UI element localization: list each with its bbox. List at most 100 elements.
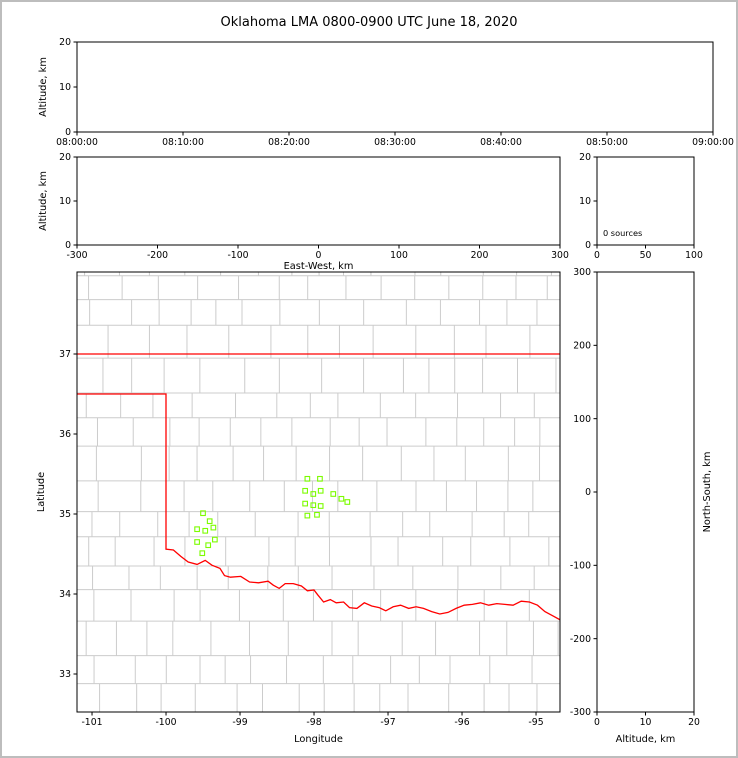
y-tick-label: 10 [59, 82, 71, 93]
ns_height-x-axis: 0 10 20 Altitude, km [594, 712, 700, 745]
y-tick-label: 20 [579, 152, 591, 163]
lma-source-point [310, 502, 317, 509]
y-tick-label: 37 [59, 349, 71, 360]
state-boundary-line [77, 393, 560, 621]
ns_height-x-axis-label: Altitude, km [616, 734, 676, 745]
y-tick-label: -100 [570, 561, 591, 572]
lma-source-point [302, 500, 308, 507]
lma-source-point [338, 495, 345, 502]
time_height-y-axis: 0 10 20 Altitude, km [38, 37, 77, 138]
lma-source-point [194, 526, 200, 533]
x-tick-label: 10 [640, 717, 652, 728]
lma-sources [194, 475, 351, 557]
x-tick-label: -100 [155, 717, 176, 728]
lma-source-point [202, 527, 209, 534]
lma-source-point [330, 491, 337, 497]
panel-plan_view: -101 -100 -99 -98 -97 -96 -95 Longitude 33 34 35 36… [36, 271, 561, 745]
lma-source-point [302, 487, 308, 494]
x-tick-label: 08:10:00 [162, 137, 204, 148]
y-tick-label: 35 [59, 509, 71, 520]
lma-source-point [317, 503, 324, 509]
lma-source-point [212, 536, 218, 543]
lma-source-point [210, 524, 217, 531]
time_height-y-axis-label: Altitude, km [38, 57, 49, 117]
lma-source-point [200, 510, 206, 517]
ew_height-x-axis: -300 -200 -100 0 100 200 300 East-West, km [66, 245, 569, 272]
x-tick-label: -100 [227, 250, 248, 261]
lma-source-point [344, 499, 351, 505]
plan_view-frame [76, 271, 561, 713]
x-tick-label: 300 [551, 250, 569, 261]
panel-ns_height: 0 10 20 Altitude, km -300 -200 -100 0 100 200 300 N… [570, 267, 713, 745]
panel-time_height: 08:00:00 08:10:00 08:20:00 08:30:00 08:40:00… [38, 37, 734, 148]
y-tick-label: 200 [573, 341, 591, 352]
y-tick-label: 0 [65, 127, 71, 138]
lma-source-point [317, 475, 323, 482]
y-tick-label: 100 [573, 414, 591, 425]
ew_height-frame [76, 156, 561, 246]
ns_height-right-axis-label: North-South, km [702, 452, 713, 533]
lma-source-point [317, 487, 324, 494]
y-tick-label: 300 [573, 267, 591, 278]
alt_histogram-x-axis: 0 50 100 [594, 245, 703, 261]
y-tick-label: 0 [585, 487, 591, 498]
county-boundaries [77, 272, 560, 712]
x-tick-label: 08:40:00 [480, 137, 522, 148]
lma-source-point [310, 491, 317, 497]
x-tick-label: -96 [454, 717, 469, 728]
plan_view-x-axis-label: Longitude [294, 734, 343, 745]
x-tick-label: -98 [306, 717, 321, 728]
ew_height-y-axis: 0 10 20 Altitude, km [38, 152, 77, 251]
y-tick-label: -300 [570, 707, 591, 718]
y-tick-label: 20 [59, 152, 71, 163]
x-tick-label: 100 [685, 250, 703, 261]
alt_histogram-y-axis: 0 10 20 [579, 152, 597, 251]
lma-source-point [194, 539, 200, 545]
x-tick-label: 08:00:00 [56, 137, 98, 148]
plan_view-y-axis: 33 34 35 36 37 Latitude [36, 349, 77, 680]
x-tick-label: -99 [232, 717, 247, 728]
x-tick-label: -97 [380, 717, 395, 728]
plan_view-content [77, 272, 560, 712]
x-tick-label: 0 [316, 250, 322, 261]
lma-source-point [314, 511, 320, 518]
x-tick-label: 200 [471, 250, 489, 261]
y-tick-label: 20 [59, 37, 71, 48]
x-tick-label: -101 [81, 717, 102, 728]
x-tick-label: 100 [390, 250, 408, 261]
y-tick-label: 0 [65, 240, 71, 251]
y-tick-label: 34 [59, 589, 71, 600]
y-tick-label: 0 [585, 240, 591, 251]
y-tick-label: 36 [59, 429, 71, 440]
source-count-annotation: 0 sources [603, 228, 642, 238]
x-tick-label: 08:30:00 [374, 137, 416, 148]
lma-source-point [199, 550, 206, 557]
ns_height-frame [596, 271, 695, 713]
lma-source-point [304, 475, 311, 482]
lma-source-point [206, 518, 213, 525]
x-tick-label: 50 [640, 250, 652, 261]
x-tick-label: -200 [147, 250, 168, 261]
ew_height-x-axis-label: East-West, km [284, 261, 354, 272]
lma-source-point [205, 542, 212, 549]
x-tick-label: 20 [688, 717, 700, 728]
plan_view-y-axis-label: Latitude [36, 472, 47, 512]
x-tick-label: -300 [66, 250, 87, 261]
x-tick-label: 09:00:00 [692, 137, 734, 148]
lma-source-point [304, 512, 311, 519]
x-tick-label: -95 [528, 717, 543, 728]
y-tick-label: 33 [59, 669, 71, 680]
ew_height-y-axis-label: Altitude, km [38, 171, 49, 231]
panel-alt_histogram: 0 50 100 0 10 20 0 sources [579, 152, 703, 261]
figure-title: Oklahoma LMA 0800-0900 UTC June 18, 2020 [220, 15, 518, 30]
y-tick-label: 10 [579, 196, 591, 207]
y-tick-label: 10 [59, 196, 71, 207]
plan_view-x-axis: -101 -100 -99 -98 -97 -96 -95 Longitude [81, 712, 544, 745]
x-tick-label: 0 [594, 250, 600, 261]
x-tick-label: 0 [594, 717, 600, 728]
x-tick-label: 08:20:00 [268, 137, 310, 148]
time_height-x-axis: 08:00:00 08:10:00 08:20:00 08:30:00 08:40:00… [56, 132, 734, 148]
